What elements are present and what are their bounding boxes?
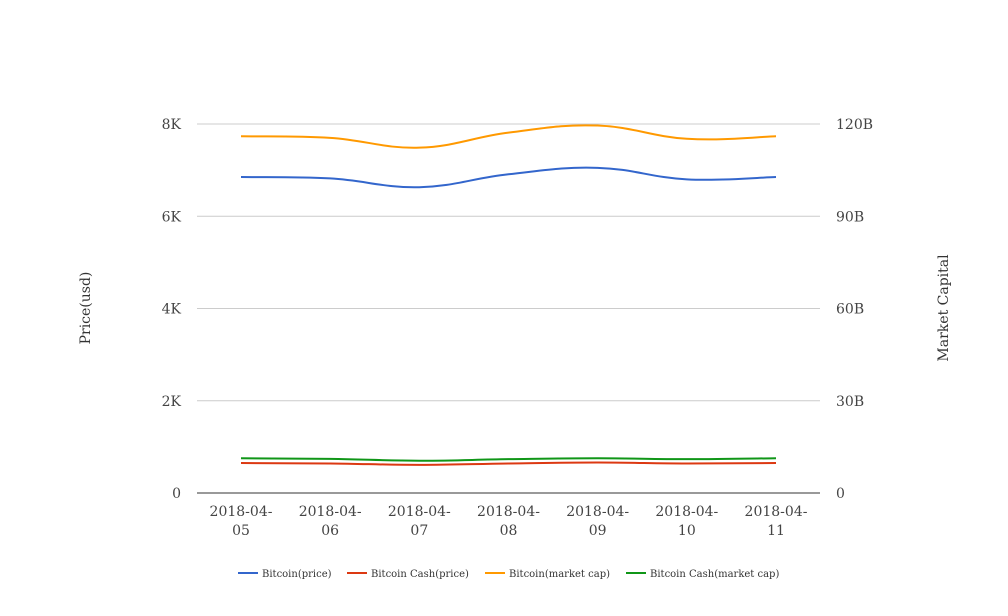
series-lines — [240, 124, 777, 466]
series-line-bitcoin-market-cap — [240, 124, 777, 149]
x-tick-label: 2018-04- 08 — [477, 504, 540, 539]
left-axis-ticks: 0 2K 4K 6K 8K — [162, 117, 182, 502]
right-tick-label: 0 — [836, 486, 845, 502]
left-tick-label: 0 — [172, 486, 181, 502]
legend-label: Bitcoin Cash(market cap) — [650, 569, 779, 580]
legend-label: Bitcoin(market cap) — [509, 569, 610, 580]
right-tick-label: 90B — [836, 209, 864, 225]
x-tick-label-line: 2018-04- — [388, 504, 451, 520]
x-tick-label-line: 07 — [410, 523, 428, 539]
x-tick-label: 2018-04- 07 — [388, 504, 451, 539]
right-axis-title: Market Capital — [936, 254, 952, 362]
series-line-bitcoin-cash-price — [240, 461, 777, 466]
legend: Bitcoin(price) Bitcoin Cash(price) Bitcoin… — [238, 569, 779, 580]
legend-label: Bitcoin Cash(price) — [371, 569, 469, 580]
x-tick-label-line: 11 — [767, 523, 785, 539]
x-tick-label: 2018-04- 11 — [745, 504, 808, 539]
x-tick-label: 2018-04- 09 — [566, 504, 629, 539]
right-tick-label: 60B — [836, 302, 864, 318]
series-line-bitcoin-price — [240, 166, 777, 189]
left-axis-title: Price(usd) — [78, 272, 94, 345]
right-axis-ticks: 0 30B 60B 90B 120B — [836, 117, 873, 502]
x-axis-ticks: 2018-04- 05 2018-04- 06 2018-04- 07 2018-04- 08… — [210, 504, 808, 539]
x-tick-label: 2018-04- 06 — [299, 504, 362, 539]
x-tick-label: 2018-04- 10 — [655, 504, 718, 539]
series-line-bitcoin-cash-market-cap — [240, 457, 777, 462]
x-tick-label-line: 2018-04- — [299, 504, 362, 520]
x-tick-label-line: 08 — [500, 523, 518, 539]
left-tick-label: 8K — [162, 117, 182, 133]
legend-label: Bitcoin(price) — [262, 569, 332, 580]
x-tick-label-line: 10 — [678, 523, 696, 539]
x-tick-label-line: 05 — [232, 523, 250, 539]
gridlines — [197, 123, 820, 494]
x-tick-label-line: 06 — [321, 523, 339, 539]
x-tick-label-line: 2018-04- — [477, 504, 540, 520]
x-tick-label-line: 2018-04- — [566, 504, 629, 520]
x-tick-label-line: 2018-04- — [655, 504, 718, 520]
left-tick-label: 2K — [162, 394, 182, 410]
left-tick-label: 6K — [162, 209, 182, 225]
left-tick-label: 4K — [162, 302, 182, 318]
right-tick-label: 120B — [836, 117, 873, 133]
x-tick-label: 2018-04- 05 — [210, 504, 273, 539]
right-tick-label: 30B — [836, 394, 864, 410]
x-tick-label-line: 09 — [589, 523, 607, 539]
x-tick-label-line: 2018-04- — [210, 504, 273, 520]
x-tick-label-line: 2018-04- — [745, 504, 808, 520]
